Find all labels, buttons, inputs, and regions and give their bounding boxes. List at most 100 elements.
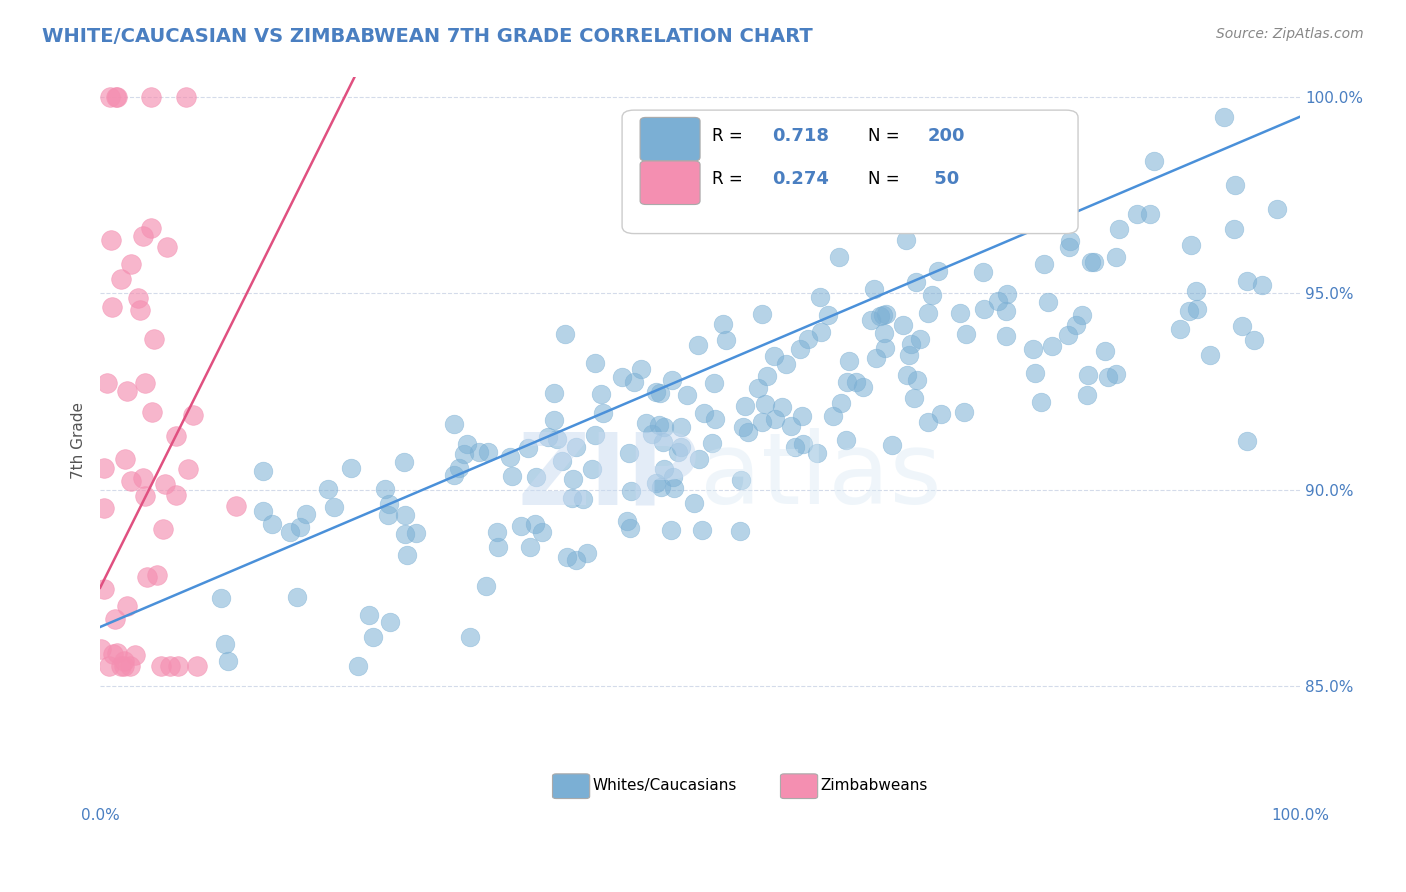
Text: 50: 50 [928, 170, 959, 188]
Point [770, 400, 793, 414]
Point [110, 659, 132, 673]
Point [468, 445, 491, 459]
Point [917, 306, 939, 320]
Point [526, 469, 548, 483]
Point [447, 461, 470, 475]
Point [124, 648, 146, 663]
Point [783, 440, 806, 454]
Point [711, 317, 734, 331]
Point [394, 508, 416, 523]
Point [519, 541, 541, 555]
Point [477, 444, 499, 458]
Point [686, 338, 709, 352]
Point [340, 461, 363, 475]
Point [374, 482, 396, 496]
Point [110, 272, 132, 286]
Point [973, 301, 995, 316]
Point [562, 472, 585, 486]
Point [1213, 110, 1236, 124]
Point [1185, 302, 1208, 317]
Point [104, 612, 127, 626]
Point [458, 630, 481, 644]
Point [546, 432, 568, 446]
Point [661, 470, 683, 484]
Point [661, 372, 683, 386]
Point [453, 448, 475, 462]
Point [619, 521, 641, 535]
Point [904, 275, 927, 289]
Text: N =: N = [868, 170, 905, 188]
Point [120, 475, 142, 489]
Text: atlas: atlas [700, 428, 942, 525]
Point [1059, 234, 1081, 248]
Point [165, 488, 187, 502]
Point [155, 477, 177, 491]
Point [610, 369, 633, 384]
Point [571, 491, 593, 506]
Text: 200: 200 [928, 127, 966, 145]
Point [616, 514, 638, 528]
Point [112, 654, 135, 668]
Point [396, 548, 419, 562]
Point [510, 519, 533, 533]
Point [117, 384, 139, 398]
Point [995, 329, 1018, 343]
Point [873, 326, 896, 340]
Point [554, 326, 576, 341]
Point [359, 607, 381, 622]
Point [810, 326, 832, 340]
Point [905, 373, 928, 387]
Point [561, 491, 583, 505]
Point [1094, 343, 1116, 358]
Point [763, 412, 786, 426]
Point [775, 357, 797, 371]
Point [118, 659, 141, 673]
Point [1125, 207, 1147, 221]
Point [1083, 254, 1105, 268]
Point [669, 440, 692, 454]
Point [96, 376, 118, 390]
Point [1236, 274, 1258, 288]
Point [378, 615, 401, 629]
Point [100, 300, 122, 314]
Y-axis label: 7th Grade: 7th Grade [72, 402, 86, 479]
Point [486, 540, 509, 554]
Text: 0.274: 0.274 [772, 170, 830, 188]
Point [830, 396, 852, 410]
Point [792, 437, 814, 451]
Point [730, 474, 752, 488]
Point [134, 489, 156, 503]
Text: R =: R = [711, 170, 748, 188]
Point [1143, 154, 1166, 169]
Point [641, 426, 664, 441]
Point [797, 332, 820, 346]
Point [792, 409, 814, 424]
Point [823, 409, 845, 424]
Point [139, 221, 162, 235]
Point [1080, 255, 1102, 269]
Point [260, 516, 283, 531]
Point [583, 428, 606, 442]
Point [565, 440, 588, 454]
Point [1139, 207, 1161, 221]
Point [537, 430, 560, 444]
Point [620, 483, 643, 498]
Point [972, 264, 994, 278]
Point [806, 446, 828, 460]
Point [617, 446, 640, 460]
Point [181, 408, 204, 422]
Point [1032, 257, 1054, 271]
Point [209, 591, 232, 605]
Point [524, 516, 547, 531]
Point [114, 451, 136, 466]
Point [174, 90, 197, 104]
Point [754, 397, 776, 411]
Point [316, 482, 339, 496]
Point [93, 582, 115, 596]
Point [120, 257, 142, 271]
Text: Whites/Caucasians: Whites/Caucasians [592, 778, 737, 793]
Point [516, 441, 538, 455]
Point [737, 425, 759, 439]
Point [756, 369, 779, 384]
Point [903, 391, 925, 405]
